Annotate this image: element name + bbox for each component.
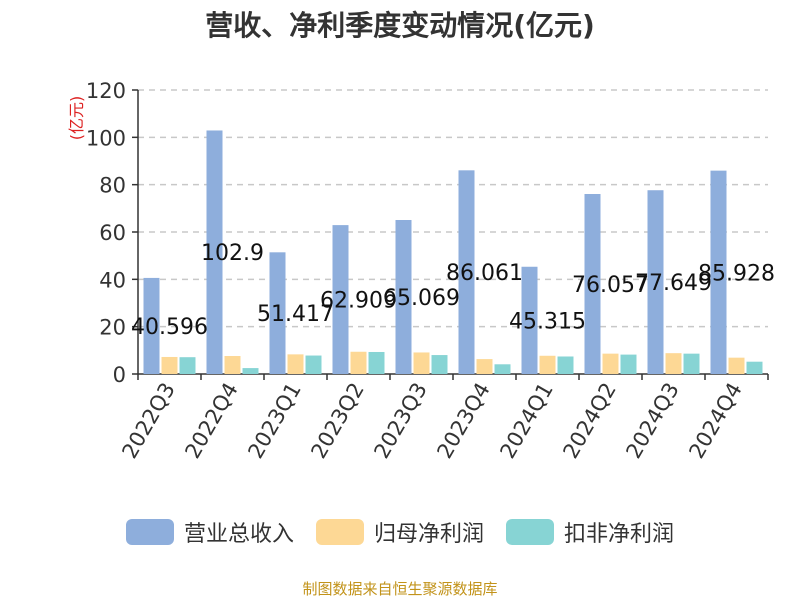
bar-series-2 <box>728 357 745 374</box>
bar-series-3 <box>557 356 574 374</box>
bar-series-3 <box>431 355 448 374</box>
x-tick-label: 2024Q4 <box>684 379 746 463</box>
bar-series-1 <box>269 252 286 374</box>
bar-series-1 <box>647 190 664 374</box>
bar-series-1 <box>206 130 223 374</box>
x-tick-label: 2024Q1 <box>495 379 557 463</box>
y-tick-label: 60 <box>99 221 126 245</box>
y-axis-label: (亿元) <box>67 96 86 141</box>
x-tick-label: 2023Q3 <box>369 379 431 463</box>
x-tick-label: 2022Q3 <box>117 379 179 463</box>
data-label: 85.928 <box>698 261 775 286</box>
bars <box>143 130 763 374</box>
bar-series-2 <box>413 352 430 374</box>
bar-series-3 <box>368 351 385 374</box>
data-label: 65.069 <box>383 286 460 311</box>
y-tick-label: 40 <box>99 268 126 292</box>
bar-series-3 <box>620 354 637 374</box>
data-label: 45.315 <box>509 309 586 334</box>
x-tick-label: 2023Q4 <box>432 379 494 463</box>
bar-series-1 <box>143 277 160 374</box>
bar-series-1 <box>710 170 727 374</box>
data-label: 76.057 <box>572 273 649 298</box>
legend-label: 归母净利润 <box>373 522 484 547</box>
legend-swatch <box>506 519 554 545</box>
y-tick-label: 0 <box>113 363 126 387</box>
bar-series-2 <box>287 354 304 374</box>
bar-series-2 <box>602 353 619 374</box>
bar-series-1 <box>395 220 412 374</box>
bar-series-1 <box>584 193 601 374</box>
data-label: 77.649 <box>635 271 712 296</box>
bar-series-2 <box>224 356 241 374</box>
bar-series-3 <box>494 364 511 374</box>
bar-series-3 <box>683 353 700 374</box>
bar-series-1 <box>332 225 349 374</box>
x-tick-label: 2023Q1 <box>243 379 305 463</box>
gridlines <box>138 89 768 328</box>
bar-series-1 <box>521 266 538 374</box>
data-label: 51.417 <box>257 302 334 327</box>
legend-swatch <box>315 519 364 545</box>
bar-series-2 <box>539 355 556 374</box>
data-label: 40.596 <box>131 315 208 340</box>
data-label: 86.061 <box>446 261 523 286</box>
bar-series-3 <box>242 368 259 374</box>
bar-series-2 <box>350 351 367 374</box>
data-source-note: 制图数据来自恒生聚源数据库 <box>302 580 498 598</box>
legend-label: 扣非净利润 <box>564 522 675 547</box>
bar-series-2 <box>476 359 493 374</box>
data-label: 62.909 <box>320 289 397 314</box>
data-label: 102.9 <box>201 241 264 266</box>
bar-series-3 <box>179 357 196 374</box>
y-tick-label: 120 <box>86 79 126 103</box>
legend-item[interactable]: 扣非净利润 <box>506 516 674 548</box>
bar-series-2 <box>161 356 178 374</box>
x-tick-label: 2023Q2 <box>306 379 368 463</box>
legend: 营业总收入 归母净利润 扣非净利润 <box>0 516 800 548</box>
legend-item[interactable]: 营业总收入 <box>125 516 294 548</box>
legend-label: 营业总收入 <box>183 522 294 547</box>
y-tick-label: 100 <box>86 126 126 150</box>
y-tick-label: 20 <box>99 316 126 340</box>
bar-series-3 <box>746 361 763 374</box>
bar-series-3 <box>305 355 322 374</box>
legend-swatch <box>125 519 174 545</box>
bar-series-2 <box>665 353 682 374</box>
chart-title: 营收、净利季度变动情况(亿元) <box>205 9 595 42</box>
x-tick-label: 2024Q2 <box>558 379 620 463</box>
y-tick-label: 80 <box>99 174 126 198</box>
legend-item[interactable]: 归母净利润 <box>315 516 484 548</box>
x-tick-label: 2024Q3 <box>621 379 683 463</box>
bar-series-1 <box>458 170 475 374</box>
x-tick-label: 2022Q4 <box>180 379 242 463</box>
